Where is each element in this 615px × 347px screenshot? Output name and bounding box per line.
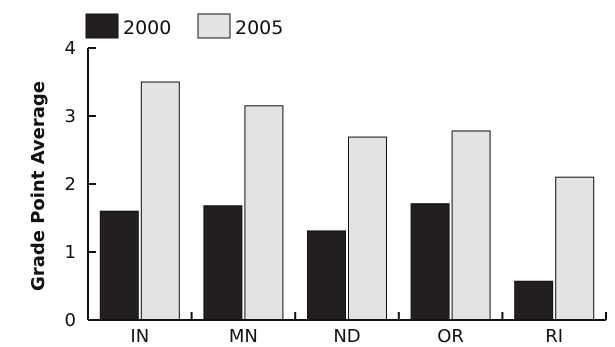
axes: 0 1 2 3 4 IN MN ND OR RI [65, 38, 607, 347]
bar-2005-ND [348, 136, 387, 321]
bar-2005-MN [244, 105, 284, 321]
bar-2000-MN [203, 205, 243, 321]
bar-2005-RI [555, 176, 595, 321]
y-tick-label-4: 4 [65, 38, 76, 59]
bar-2000-IN [99, 210, 139, 321]
y-tick-label-2: 2 [65, 174, 76, 195]
bar-2000-RI [514, 280, 554, 321]
legend-label-2000: 2000 [123, 17, 171, 39]
y-tick-label-1: 1 [65, 242, 76, 263]
y-tick-label-0: 0 [65, 310, 76, 331]
y-axis-label: Grade Point Average [28, 81, 49, 291]
bar-2005-IN [140, 81, 180, 321]
x-tick-label-RI: RI [545, 326, 563, 347]
legend-swatch-2000 [85, 13, 119, 39]
bar-2000-ND [307, 230, 346, 321]
legend-label-2005: 2005 [235, 17, 283, 39]
x-tick-label-MN: MN [229, 326, 258, 347]
x-tick-label-ND: ND [333, 326, 360, 347]
bar-2000-OR [410, 203, 450, 321]
bar-2005-OR [451, 130, 491, 321]
x-tick-label-OR: OR [437, 326, 464, 347]
legend-swatch-2005 [197, 13, 231, 39]
y-tick-label-3: 3 [65, 106, 76, 127]
bars [99, 81, 595, 321]
x-tick-label-IN: IN [130, 326, 149, 347]
legend: 2000 2005 [85, 13, 283, 39]
